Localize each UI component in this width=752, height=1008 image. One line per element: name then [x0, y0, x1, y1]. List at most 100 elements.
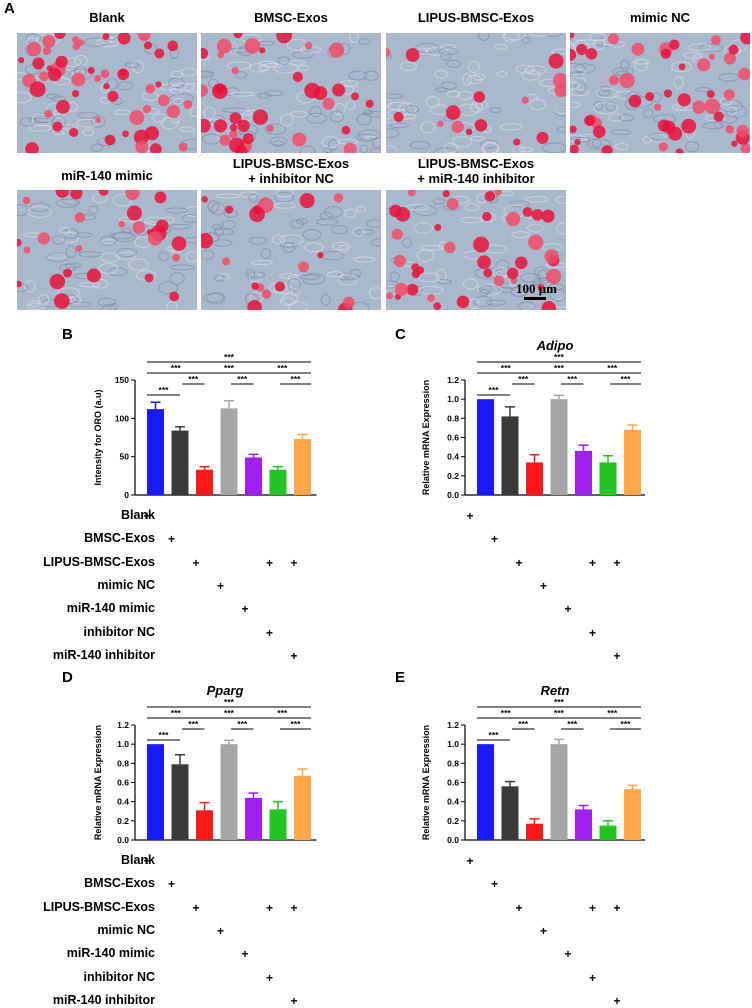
- lipid-droplet: [522, 207, 533, 217]
- cell-texture: [331, 225, 349, 235]
- lipid-droplet: [157, 94, 170, 107]
- lipid-droplet: [619, 72, 635, 89]
- lipid-droplet: [118, 220, 126, 228]
- cell-texture: [440, 81, 458, 90]
- cell-texture: [416, 249, 435, 262]
- cell-texture: [643, 108, 654, 119]
- cell-texture: [245, 269, 256, 280]
- y-tick-label: 0.4: [447, 797, 459, 807]
- cell-texture: [112, 193, 133, 207]
- treatment-plus: +: [216, 578, 224, 593]
- lipid-droplet: [570, 125, 577, 134]
- lipid-droplet: [17, 238, 22, 247]
- lipid-droplet: [393, 111, 404, 122]
- lipid-droplet: [697, 58, 711, 72]
- lipid-droplet: [505, 211, 521, 227]
- significance-label: ***: [237, 374, 248, 384]
- lipid-droplet: [678, 63, 686, 71]
- significance-label: ***: [224, 697, 235, 707]
- y-axis-label: Relative mRNA Expression: [421, 380, 431, 495]
- cell-texture: [305, 112, 328, 124]
- cell-texture: [275, 190, 294, 198]
- cell-texture: [279, 113, 294, 127]
- cell-texture: [588, 33, 606, 42]
- bar: [477, 744, 494, 840]
- cell-texture: [203, 293, 225, 303]
- cell-texture: [51, 235, 66, 245]
- cell-texture: [339, 80, 359, 88]
- cell-texture: [481, 142, 499, 153]
- lipid-droplet: [443, 241, 456, 254]
- lipid-droplet: [657, 119, 671, 132]
- lipid-droplet: [122, 130, 129, 138]
- lipid-droplet: [681, 118, 697, 134]
- cell-texture: [258, 60, 278, 67]
- lipid-droplet: [528, 234, 544, 250]
- lipid-droplet: [477, 255, 491, 269]
- y-tick-label: 1.2: [117, 720, 129, 730]
- lipid-droplet: [660, 48, 672, 59]
- lipid-droplet: [393, 254, 406, 267]
- cell-texture: [28, 117, 52, 124]
- lipid-droplet: [706, 90, 715, 99]
- cell-texture: [264, 123, 287, 135]
- cell-texture: [446, 90, 460, 98]
- lipid-droplet: [483, 268, 493, 278]
- lipid-droplet: [536, 131, 549, 144]
- cell-texture: [386, 128, 400, 139]
- lipid-droplet: [406, 283, 419, 296]
- cell-texture: [363, 70, 379, 81]
- chart-oro-intensity: Intensity for ORO (a.u)050100150********…: [93, 352, 317, 500]
- cell-texture: [227, 61, 252, 70]
- cell-texture: [446, 59, 461, 68]
- cell-texture: [183, 82, 197, 93]
- cell-texture: [405, 105, 419, 114]
- lipid-droplet: [668, 126, 683, 141]
- cell-texture: [433, 147, 458, 153]
- cell-texture: [434, 69, 449, 79]
- y-tick-label: 1.0: [117, 739, 129, 749]
- lipid-droplet: [521, 96, 529, 104]
- bar: [147, 409, 164, 495]
- lipid-droplet: [242, 133, 254, 145]
- lipid-droplet: [129, 110, 145, 125]
- cell-texture: [332, 241, 351, 251]
- bar: [599, 462, 617, 495]
- lipid-droplet: [87, 66, 95, 74]
- lipid-droplet: [592, 125, 606, 139]
- lipid-droplet: [26, 41, 42, 57]
- treatment-plus: +: [143, 509, 151, 523]
- cell-texture: [59, 226, 71, 234]
- significance-label: ***: [501, 708, 512, 718]
- cell-texture: [189, 106, 197, 118]
- lipid-droplet: [725, 124, 735, 134]
- cell-texture: [97, 297, 116, 307]
- cell-texture: [100, 252, 120, 263]
- cell-texture: [281, 293, 298, 306]
- lipid-droplet: [677, 93, 691, 107]
- lipid-droplet: [740, 33, 750, 45]
- lipid-droplet: [728, 44, 739, 55]
- cell-texture: [221, 220, 237, 230]
- y-tick-label: 0.2: [447, 471, 459, 481]
- cell-texture: [357, 129, 381, 141]
- cell-texture: [611, 129, 632, 136]
- micrograph-image: [17, 190, 197, 310]
- micrograph-image: [570, 33, 750, 153]
- lipid-droplet: [145, 84, 155, 94]
- lipid-droplet: [229, 129, 238, 139]
- lipid-droplet: [94, 75, 101, 83]
- cell-texture: [124, 62, 140, 68]
- cell-texture: [90, 143, 103, 152]
- cell-texture: [524, 65, 547, 75]
- treatment-plus: +: [613, 993, 621, 1008]
- cell-texture: [99, 235, 117, 246]
- lipid-droplet: [304, 41, 313, 50]
- cell-texture: [480, 139, 498, 149]
- cell-texture: [57, 287, 81, 298]
- cell-texture: [23, 280, 36, 293]
- significance-label: ***: [277, 708, 288, 718]
- lipid-droplet: [322, 97, 335, 110]
- cell-texture: [424, 47, 448, 56]
- cell-texture: [370, 148, 381, 153]
